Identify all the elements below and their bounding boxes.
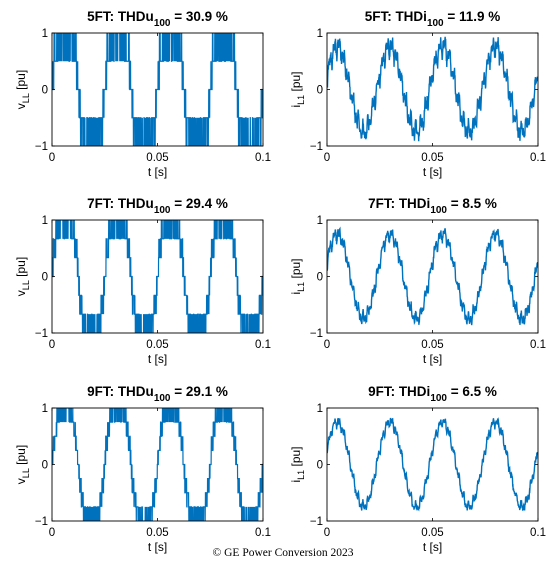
y-tick-label-p6-0: −1: [310, 516, 323, 528]
x-tick-label-p5-2: 0.1: [255, 527, 271, 539]
subplot-title-p3: 7FT: THDu100 = 29.4 %: [87, 196, 228, 216]
y-tick-label-p1-1: 0: [42, 85, 48, 97]
axes-box-p6: [326, 407, 539, 522]
x-tick-label-p2-2: 0.1: [530, 152, 546, 164]
x-tick-label-p4-2: 0.1: [530, 339, 546, 351]
y-axis-label-p3: vLL [pu]: [14, 257, 31, 296]
y-tick-label-p4-2: 1: [317, 215, 323, 227]
y-tick-label-p5-1: 0: [42, 460, 48, 472]
x-tick-label-p6-1: 0.05: [421, 527, 443, 539]
x-axis-label-p4: t [s]: [423, 352, 442, 366]
x-tick-label-p1-0: 0: [49, 152, 55, 164]
subplot-title-p1: 5FT: THDu100 = 30.9 %: [87, 9, 228, 29]
y-axis-label-p4: iL1 [pu]: [289, 258, 306, 294]
axes-box-p4: [326, 219, 539, 334]
y-tick-label-p6-1: 0: [317, 460, 323, 472]
series-line-p5-0: [52, 408, 263, 521]
copyright-notice: © GE Power Conversion 2023: [213, 547, 354, 559]
y-axis-label-p6: iL1 [pu]: [289, 446, 306, 482]
y-tick-label-p2-0: −1: [310, 141, 323, 153]
y-tick-label-p5-0: −1: [35, 516, 48, 528]
subplot-title-p6: 9FT: THDi100 = 6.5 %: [368, 384, 497, 404]
series-line-p3-0: [52, 220, 263, 333]
y-axis-label-p5: vLL [pu]: [14, 445, 31, 484]
y-axis-label-p2: iL1 [pu]: [289, 71, 306, 107]
x-tick-label-p4-1: 0.05: [421, 339, 443, 351]
y-tick-label-p2-1: 0: [317, 85, 323, 97]
y-tick-label-p6-2: 1: [317, 403, 323, 415]
x-tick-label-p3-0: 0: [49, 339, 55, 351]
y-tick-label-p3-1: 0: [42, 272, 48, 284]
y-tick-label-p1-2: 1: [42, 28, 48, 40]
x-tick-label-p3-1: 0.05: [146, 339, 168, 351]
y-axis-label-p1: vLL [pu]: [14, 70, 31, 109]
x-tick-label-p5-0: 0: [49, 527, 55, 539]
x-tick-label-p2-0: 0: [324, 152, 330, 164]
x-axis-label-p3: t [s]: [148, 352, 167, 366]
y-tick-label-p2-2: 1: [317, 28, 323, 40]
x-tick-label-p1-1: 0.05: [146, 152, 168, 164]
series-line-p4-0: [327, 226, 538, 326]
series-line-p6-0: [327, 417, 538, 512]
x-tick-label-p1-2: 0.1: [255, 152, 271, 164]
y-tick-label-p4-1: 0: [317, 272, 323, 284]
x-tick-label-p6-0: 0: [324, 527, 330, 539]
y-tick-label-p5-2: 1: [42, 403, 48, 415]
x-tick-label-p6-2: 0.1: [530, 527, 546, 539]
x-axis-label-p6: t [s]: [423, 540, 442, 554]
y-tick-label-p1-0: −1: [35, 141, 48, 153]
y-tick-label-p4-0: −1: [310, 328, 323, 340]
subplot-title-p2: 5FT: THDi100 = 11.9 %: [365, 9, 501, 29]
x-axis-label-p1: t [s]: [148, 165, 167, 179]
subplot-title-p5: 9FT: THDu100 = 29.1 %: [87, 384, 228, 404]
x-tick-label-p2-1: 0.05: [421, 152, 443, 164]
x-tick-label-p3-2: 0.1: [255, 339, 271, 351]
x-axis-label-p5: t [s]: [148, 540, 167, 554]
x-axis-label-p2: t [s]: [423, 165, 442, 179]
subplot-title-p4: 7FT: THDi100 = 8.5 %: [368, 196, 497, 216]
x-tick-label-p4-0: 0: [324, 339, 330, 351]
x-tick-label-p5-1: 0.05: [146, 527, 168, 539]
series-line-p2-0: [327, 36, 538, 142]
y-tick-label-p3-0: −1: [35, 328, 48, 340]
series-line-p1-0: [52, 33, 263, 146]
y-tick-label-p3-2: 1: [42, 215, 48, 227]
